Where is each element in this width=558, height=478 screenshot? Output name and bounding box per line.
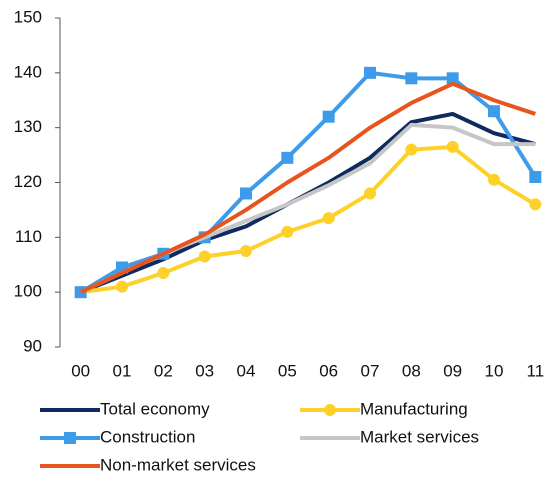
x-tick-label: 11 [527,361,545,380]
series-marker [322,212,335,225]
y-tick-label: 110 [15,227,42,246]
legend-label: Non-market services [100,455,256,474]
y-tick-label: 140 [14,62,42,81]
series-marker [281,225,294,238]
series-marker [240,187,252,200]
series-marker [281,151,294,164]
y-tick-label: 150 [14,7,42,26]
y-tick-label: 90 [23,336,42,355]
x-tick-label: 03 [195,361,214,380]
x-tick-label: 04 [237,361,256,380]
series-marker [157,266,170,279]
series-marker [364,66,376,79]
series-marker [488,105,500,118]
series-marker [529,171,542,184]
series-marker [405,72,418,85]
x-tick-label: 00 [71,361,90,380]
legend-marker [64,432,76,444]
series-marker [116,280,128,293]
series-marker [364,187,376,200]
x-tick-label: 06 [319,361,338,380]
series-marker [405,143,418,156]
series-marker [446,140,459,153]
x-tick-label: 01 [113,361,132,380]
y-tick-label: 120 [14,172,42,191]
x-tick-label: 09 [443,361,462,380]
series-marker [446,72,459,85]
x-tick-label: 02 [154,361,173,380]
series-marker [240,245,252,258]
legend-marker [324,404,336,416]
legend-label: Total economy [100,399,210,418]
series-line [80,144,537,295]
y-tick-label: 100 [14,282,42,301]
series-marker [322,110,335,123]
x-tick-label: 07 [361,361,380,380]
legend-label: Market services [360,427,479,446]
series-line [79,81,536,294]
series-marker [529,198,542,211]
series-marker [488,173,500,186]
x-tick-label: 10 [485,361,504,380]
legend-label: Construction [100,427,195,446]
y-tick-label: 130 [14,117,42,136]
series-line [79,111,536,295]
x-tick-label: 05 [278,361,297,380]
legend-label: Manufacturing [360,399,468,418]
series-marker [198,250,211,263]
x-tick-label: 08 [402,361,421,380]
